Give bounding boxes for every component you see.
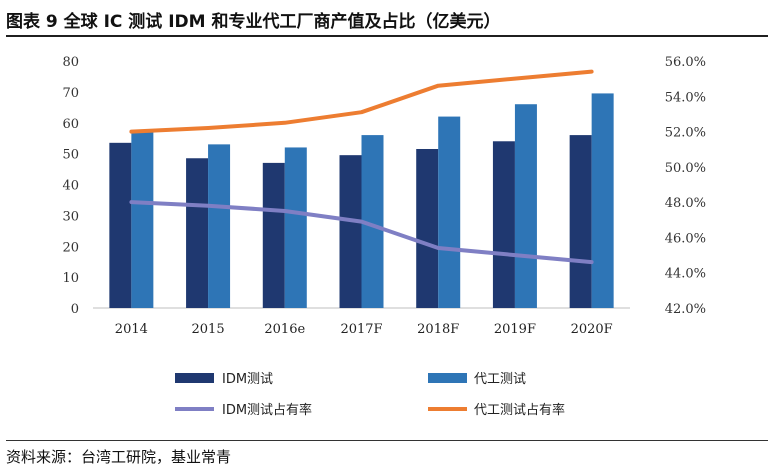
y-right-tick-label: 44.0% bbox=[665, 267, 706, 282]
bar-idm-test bbox=[339, 155, 362, 308]
y-left-tick-label: 40 bbox=[62, 179, 79, 194]
legend-swatch-foundry-test bbox=[428, 373, 467, 383]
source-note: 资料来源：台湾工研院，基业常青 bbox=[6, 448, 232, 466]
bar-idm-test bbox=[109, 142, 132, 308]
bar-idm-test bbox=[492, 141, 515, 308]
bars bbox=[109, 93, 614, 308]
lines bbox=[129, 69, 594, 265]
legend-label-idm-share: IDM测试占有率 bbox=[222, 402, 312, 418]
x-tick-label: 2020F bbox=[571, 322, 613, 337]
line-foundry-share bbox=[129, 69, 594, 134]
bar-foundry-test bbox=[208, 144, 231, 308]
y-left-tick-label: 60 bbox=[62, 117, 79, 132]
title-divider bbox=[6, 35, 768, 37]
x-tick-label: 2017F bbox=[340, 322, 382, 337]
y-right-tick-label: 42.0% bbox=[665, 302, 706, 317]
y-axis-right: 42.0% 44.0% 46.0% 48.0% 50.0% 52.0% 54.0% 56.0% bbox=[665, 55, 706, 317]
legend-label-foundry-share: 代工测试占有率 bbox=[474, 402, 565, 418]
bar-foundry-test bbox=[514, 104, 537, 308]
bar-idm-test bbox=[186, 158, 209, 308]
y-axis-left: 0 10 20 30 40 50 60 70 80 bbox=[62, 55, 79, 317]
bar-idm-test bbox=[416, 148, 439, 308]
bar-foundry-test bbox=[131, 132, 154, 308]
y-left-tick-label: 0 bbox=[71, 302, 79, 317]
line-idm-share bbox=[129, 200, 594, 265]
y-left-tick-label: 50 bbox=[62, 148, 79, 163]
legend: IDM测试 代工测试 IDM测试占有率 代工测试占有率 bbox=[175, 372, 565, 418]
bar-foundry-test bbox=[284, 147, 307, 308]
page-title: 图表 9 全球 IC 测试 IDM 和专业代工厂商产值及占比（亿美元） bbox=[6, 12, 501, 32]
y-left-tick-label: 70 bbox=[62, 86, 79, 101]
bar-foundry-test bbox=[438, 116, 461, 308]
x-axis: 2014 2015 2016e 2017F 2018F 2019F 2020F bbox=[115, 322, 613, 337]
y-right-tick-label: 52.0% bbox=[665, 126, 706, 141]
bar-idm-test bbox=[569, 135, 592, 308]
legend-label-idm-test: IDM测试 bbox=[222, 372, 273, 387]
y-right-tick-label: 50.0% bbox=[665, 161, 706, 176]
source-divider bbox=[6, 440, 768, 441]
x-tick-label: 2016e bbox=[264, 322, 305, 337]
y-left-tick-label: 80 bbox=[62, 55, 79, 70]
bar-idm-test bbox=[262, 162, 285, 308]
y-right-tick-label: 54.0% bbox=[665, 90, 706, 105]
legend-swatch-idm-test bbox=[175, 373, 214, 383]
y-right-tick-label: 48.0% bbox=[665, 196, 706, 211]
y-left-tick-label: 10 bbox=[62, 271, 79, 286]
y-left-tick-label: 20 bbox=[62, 240, 79, 255]
x-tick-label: 2014 bbox=[115, 322, 148, 337]
bar-foundry-test bbox=[361, 135, 384, 308]
legend-label-foundry-test: 代工测试 bbox=[474, 372, 526, 387]
x-tick-label: 2018F bbox=[417, 322, 459, 337]
y-right-tick-label: 56.0% bbox=[665, 55, 706, 70]
bar-foundry-test bbox=[591, 93, 614, 308]
y-left-tick-label: 30 bbox=[62, 209, 79, 224]
y-right-tick-label: 46.0% bbox=[665, 231, 706, 246]
x-tick-label: 2015 bbox=[192, 322, 225, 337]
x-tick-label: 2019F bbox=[494, 322, 536, 337]
